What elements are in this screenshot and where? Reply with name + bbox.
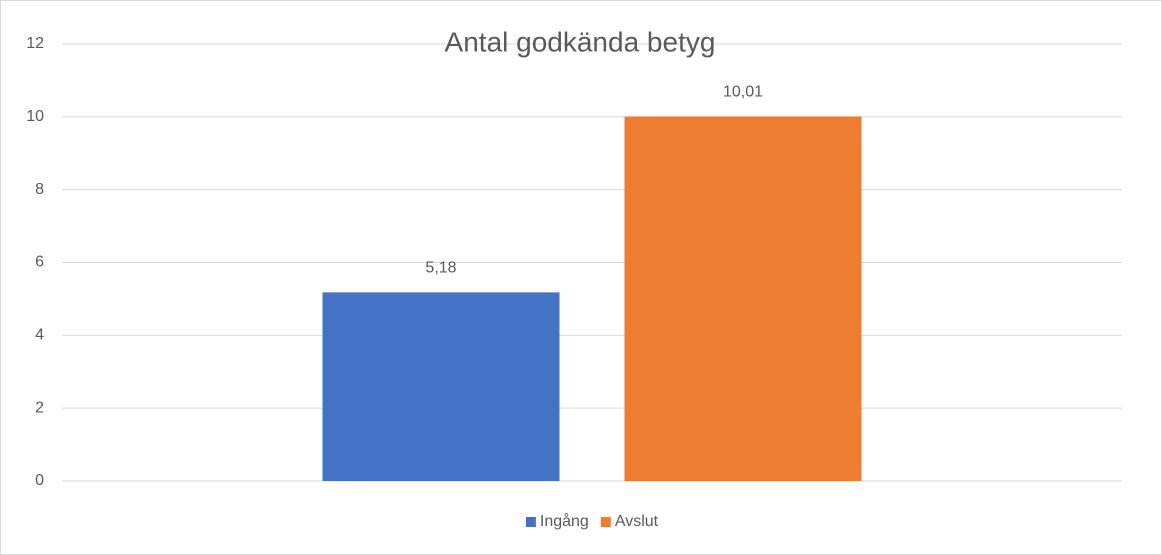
y-tick-label: 6 bbox=[35, 254, 44, 271]
y-tick-label: 12 bbox=[26, 35, 44, 52]
bar bbox=[322, 292, 560, 481]
y-tick-label: 4 bbox=[35, 327, 44, 344]
y-tick-label: 0 bbox=[35, 472, 44, 489]
bar bbox=[624, 116, 862, 481]
y-tick-label: 10 bbox=[26, 108, 44, 125]
data-label: 10,01 bbox=[723, 84, 763, 101]
y-tick-label: 2 bbox=[35, 399, 44, 416]
legend-swatch bbox=[600, 517, 611, 527]
legend-swatch bbox=[525, 517, 536, 527]
legend-label: Avslut bbox=[615, 513, 659, 530]
data-label: 5,18 bbox=[425, 260, 456, 277]
y-tick-label: 8 bbox=[35, 181, 44, 198]
chart-title: Antal godkända betyg bbox=[445, 26, 716, 57]
legend-label: Ingång bbox=[540, 512, 589, 530]
